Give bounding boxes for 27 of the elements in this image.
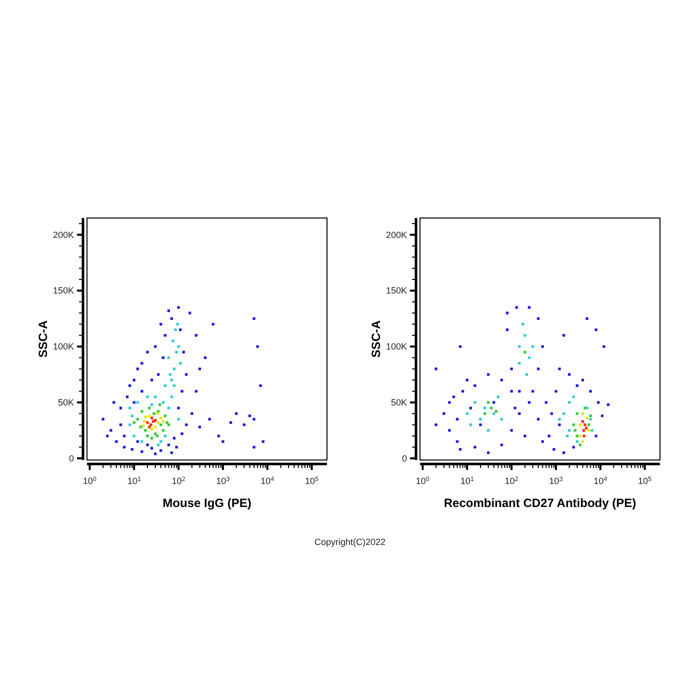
y-tick-label: 0 bbox=[402, 453, 407, 464]
x-tick-label: 10$^{3}$ bbox=[549, 476, 564, 486]
y-tick-label: 100K bbox=[386, 342, 407, 352]
x-tick-label: 10$^{5}$ bbox=[638, 476, 652, 486]
x-axis-title: Recombinant CD27 Antibody (PE) bbox=[444, 496, 636, 510]
text: Copyright(C)2022 bbox=[314, 537, 386, 547]
x-tick-label: 10$^{3}$ bbox=[216, 476, 230, 486]
x-tick-label: 10$^{2}$ bbox=[172, 476, 186, 486]
x-axis-title: Mouse IgG (PE) bbox=[162, 496, 252, 510]
y-tick-label: 200K bbox=[386, 230, 407, 240]
y-tick-label: 0 bbox=[68, 453, 74, 464]
x-tick-label: 10$^{4}$ bbox=[594, 476, 608, 486]
x-tick-label: 10$^{5}$ bbox=[305, 476, 320, 486]
x-tick-label: 10$^{0}$ bbox=[416, 476, 430, 486]
y-tick-label: 50K bbox=[58, 397, 74, 408]
y-axis-title: SSC-A bbox=[369, 320, 383, 358]
y-axis-title: SSC-A bbox=[36, 320, 50, 358]
x-tick-label: 10$^{1}$ bbox=[127, 476, 142, 486]
y-tick-label: 100K bbox=[52, 342, 74, 352]
y-tick-label: 200K bbox=[52, 230, 74, 240]
x-tick-label: 10$^{2}$ bbox=[504, 476, 519, 486]
y-tick-label: 150K bbox=[52, 286, 74, 296]
x-tick-label: 10$^{4}$ bbox=[260, 476, 275, 486]
y-tick-label: 150K bbox=[386, 286, 407, 296]
x-tick-label: 10$^{1}$ bbox=[460, 476, 474, 486]
y-tick-label: 50K bbox=[390, 397, 407, 408]
x-tick-label: 10$^{0}$ bbox=[82, 476, 97, 486]
